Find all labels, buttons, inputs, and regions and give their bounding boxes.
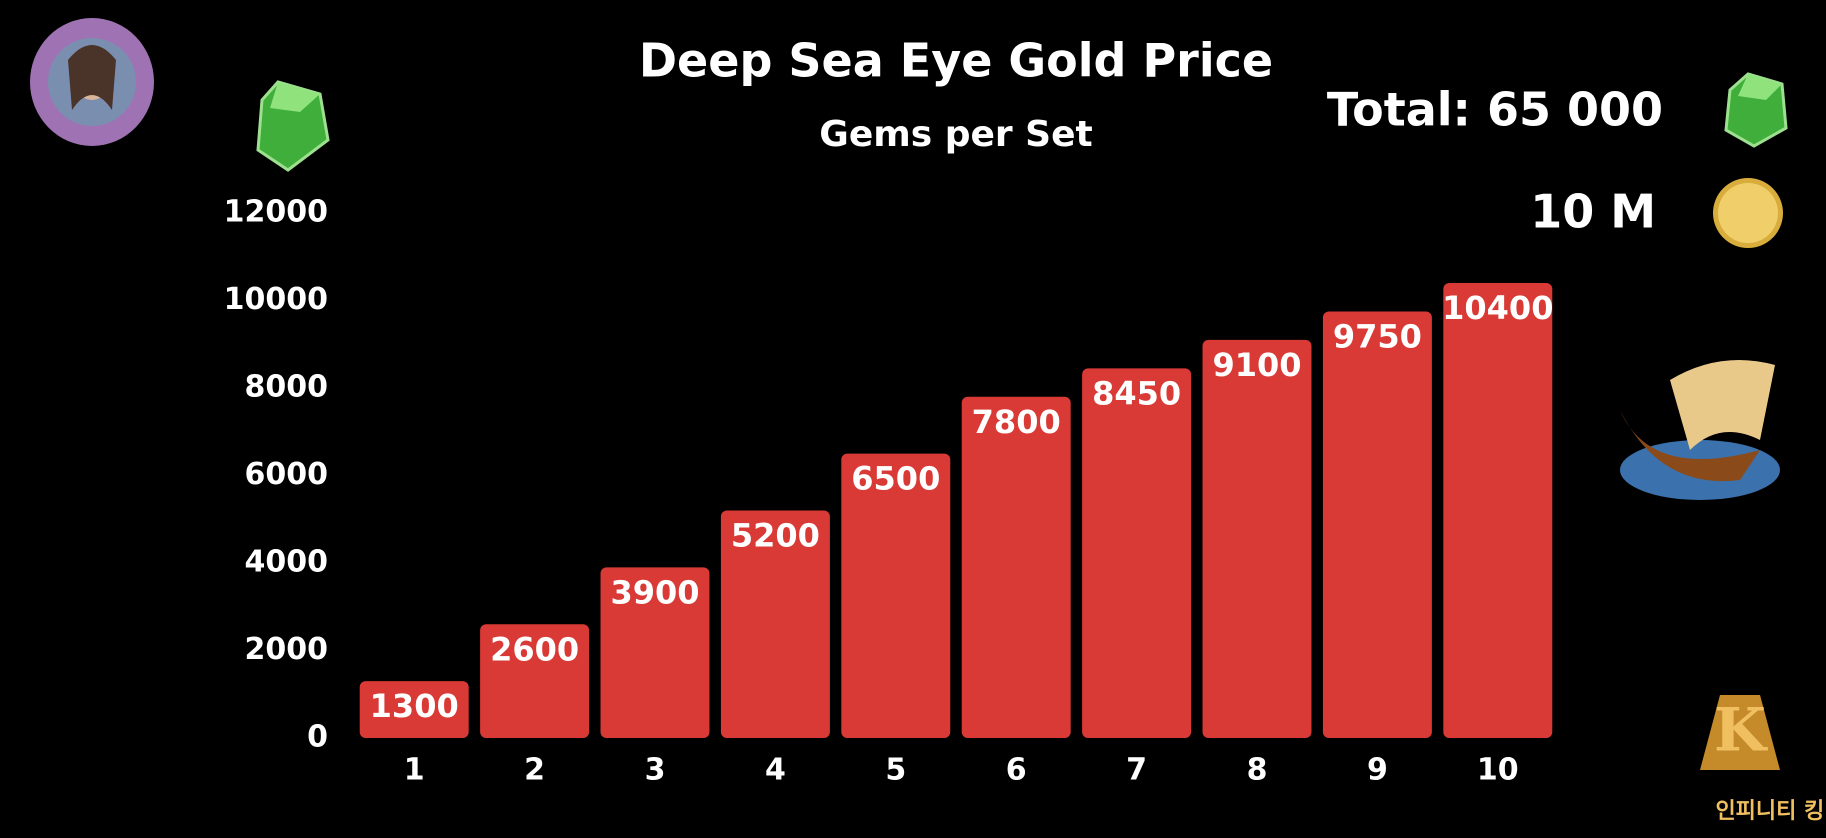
gem-icon	[256, 80, 330, 172]
logo-icon: K 인피니티 킹덤	[1700, 695, 1826, 824]
x-tick-label: 1	[404, 753, 425, 788]
chart-title: Deep Sea Eye Gold Price	[639, 34, 1273, 88]
x-tick-label: 5	[885, 753, 906, 788]
bar	[1202, 339, 1312, 738]
x-tick-label: 2	[524, 753, 545, 788]
x-tick-label: 8	[1247, 753, 1268, 788]
value-label: 10400	[1442, 289, 1553, 327]
bar	[1082, 368, 1192, 738]
y-tick-label: 8000	[245, 370, 329, 405]
x-tick-label: 10	[1477, 753, 1519, 788]
annotation: Total: 65 000	[1327, 83, 1663, 137]
bar	[600, 567, 710, 738]
value-label: 9100	[1212, 346, 1301, 384]
x-tick-label: 9	[1367, 753, 1388, 788]
bar	[359, 681, 469, 738]
bar	[720, 510, 830, 738]
y-tick-label: 2000	[245, 632, 329, 667]
y-tick-label: 4000	[245, 545, 329, 580]
avatar-icon	[30, 18, 154, 146]
annotation: 10 M	[1530, 185, 1656, 239]
bar	[480, 624, 590, 738]
bar	[1443, 283, 1553, 738]
value-label: 3900	[610, 573, 699, 611]
ship-icon	[1620, 360, 1780, 500]
y-tick-label: 10000	[224, 282, 328, 317]
x-tick-label: 3	[645, 753, 666, 788]
y-tick-label: 6000	[245, 457, 329, 492]
logo-text: 인피니티 킹덤	[1715, 799, 1826, 824]
value-label: 6500	[851, 460, 940, 498]
y-tick-label: 12000	[224, 195, 328, 230]
value-label: 1300	[370, 687, 459, 725]
value-label: 9750	[1333, 317, 1422, 355]
value-label: 8450	[1092, 374, 1181, 412]
bar	[1322, 311, 1432, 738]
value-label: 7800	[972, 403, 1061, 441]
bar	[961, 396, 1071, 738]
x-tick-label: 4	[765, 753, 786, 788]
gem-icon	[1724, 72, 1788, 148]
y-tick-label: 0	[307, 720, 328, 755]
svg-text:K: K	[1714, 696, 1768, 766]
bar	[841, 453, 951, 738]
value-label: 2600	[490, 630, 579, 668]
value-label: 5200	[731, 517, 820, 555]
chart-subtitle: Gems per Set	[819, 114, 1092, 155]
coin-icon	[1713, 178, 1783, 248]
x-tick-label: 6	[1006, 753, 1027, 788]
x-tick-label: 7	[1126, 753, 1147, 788]
